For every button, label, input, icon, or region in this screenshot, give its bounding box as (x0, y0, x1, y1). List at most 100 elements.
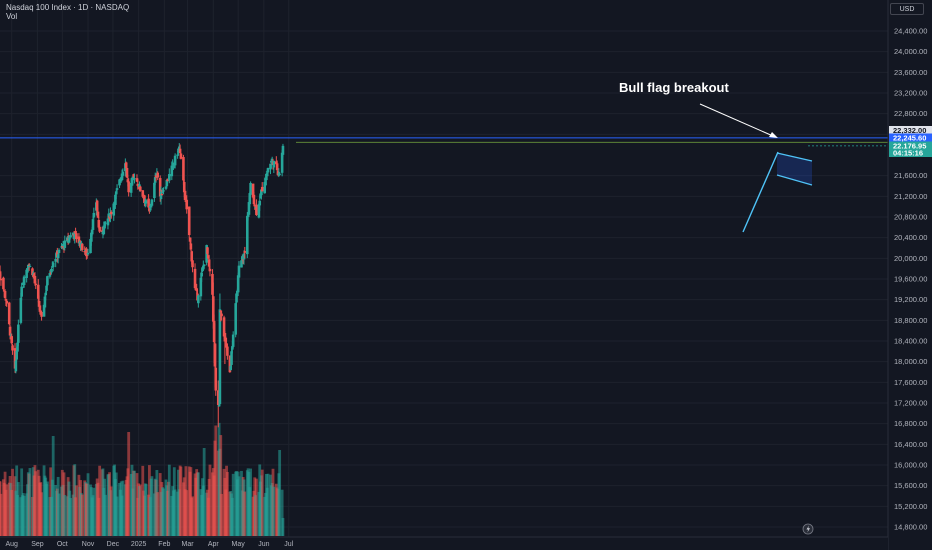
volume-bar (173, 489, 177, 536)
lightning-icon[interactable] (802, 523, 814, 535)
candle-body (4, 298, 8, 301)
candle-body (249, 182, 252, 195)
volume-bar (28, 468, 32, 536)
candle-body (20, 286, 23, 297)
price-axis-ticks: 24,400.00 24,000.00 23,600.00 23,200.00 22,8… (894, 27, 927, 532)
price-tick-label: 15,600.00 (894, 481, 927, 490)
price-tick-label: 15,200.00 (894, 502, 927, 511)
candle-body (67, 237, 71, 243)
candle-body (121, 171, 125, 176)
price-axis-panel[interactable] (888, 0, 932, 550)
candle-body (109, 212, 112, 218)
volume-bar (237, 476, 241, 536)
annotation-arrow-line[interactable] (699, 103, 774, 137)
candle-body (207, 255, 210, 259)
candle-body (176, 154, 179, 156)
flag-drawing[interactable] (742, 151, 813, 233)
volume-legend[interactable]: Vol (6, 12, 18, 21)
flag-upper-line[interactable] (776, 152, 813, 162)
candle-body (257, 204, 261, 218)
candle-body (164, 186, 168, 189)
candle-body (182, 181, 186, 193)
currency-button[interactable]: USD (890, 3, 924, 15)
volume-bar (280, 489, 284, 536)
candle-body (223, 336, 227, 339)
candle-body (211, 296, 215, 322)
candle-body (92, 212, 96, 218)
candle-body (185, 199, 189, 210)
candle-body (195, 289, 198, 291)
candle-body (212, 320, 216, 343)
volume-bar (92, 487, 96, 536)
candle-body (263, 182, 267, 194)
candle-body (200, 272, 203, 277)
volume-bar (11, 468, 14, 536)
candle-body (27, 266, 30, 269)
volume-bar (51, 436, 55, 536)
candle-body (217, 405, 221, 407)
candle-body (153, 177, 157, 183)
volume-bar (214, 425, 218, 536)
volume-bar (281, 518, 285, 536)
candle-body (189, 243, 193, 250)
annotation-text[interactable]: Bull flag breakout (619, 80, 729, 95)
candle-body (75, 233, 78, 240)
candle-body (156, 172, 160, 178)
flag-lower-line[interactable] (776, 174, 813, 186)
volume-bar (80, 494, 84, 536)
candle-body (237, 265, 241, 278)
candle-body (178, 148, 182, 154)
candle-body (106, 218, 110, 226)
volume-bar (231, 473, 235, 536)
candle-body (260, 186, 264, 192)
candle-body (153, 182, 156, 199)
candle-body (213, 344, 217, 367)
time-tick-label: Aug (5, 541, 18, 548)
candle-body (109, 211, 113, 215)
symbol-title[interactable]: Nasdaq 100 Index · 1D · NASDAQ (6, 3, 130, 12)
volume-bar (150, 476, 154, 536)
volume-bar (219, 435, 223, 536)
price-tag (889, 133, 932, 142)
candle-body (120, 173, 124, 181)
price-tag-label: 22,245.60 (893, 133, 926, 142)
candle-body (83, 251, 87, 253)
time-axis-panel[interactable] (0, 537, 888, 550)
candlestick-series (0, 143, 285, 428)
candle-body (272, 160, 276, 168)
candle-body (148, 205, 152, 208)
volume-bar (34, 471, 38, 536)
volume-bar (196, 472, 200, 536)
price-tick-label: 16,400.00 (894, 440, 927, 449)
flag-pole-line[interactable] (742, 151, 779, 233)
candle-body (206, 247, 209, 254)
candle-body (77, 236, 81, 244)
candle-body (143, 195, 146, 202)
candle-body (253, 204, 257, 207)
volume-bar (57, 493, 61, 536)
volume-bar (272, 486, 276, 536)
candle-body (275, 163, 279, 171)
horizontal-levels[interactable] (0, 137, 888, 147)
candle-body (2, 277, 5, 290)
volume-bar (5, 484, 9, 536)
annotation-group[interactable]: Bull flag breakout (619, 80, 778, 138)
candle-body (68, 238, 72, 240)
candle-body (224, 337, 228, 342)
candle-body (199, 277, 203, 297)
candle-body (73, 232, 77, 239)
volume-bar (156, 492, 160, 536)
volume-bar (144, 483, 148, 536)
price-tick-label: 24,400.00 (894, 27, 927, 36)
candle-body (104, 222, 107, 224)
price-tag-label: 22,332.00 (893, 126, 926, 135)
price-tag (889, 141, 932, 150)
chart-grid (0, 0, 888, 537)
candle-body (216, 390, 220, 405)
candle-body (141, 190, 145, 197)
candle-body (54, 258, 57, 262)
candle-body (135, 178, 139, 182)
candle-body (165, 180, 169, 187)
candle-body (202, 264, 206, 267)
